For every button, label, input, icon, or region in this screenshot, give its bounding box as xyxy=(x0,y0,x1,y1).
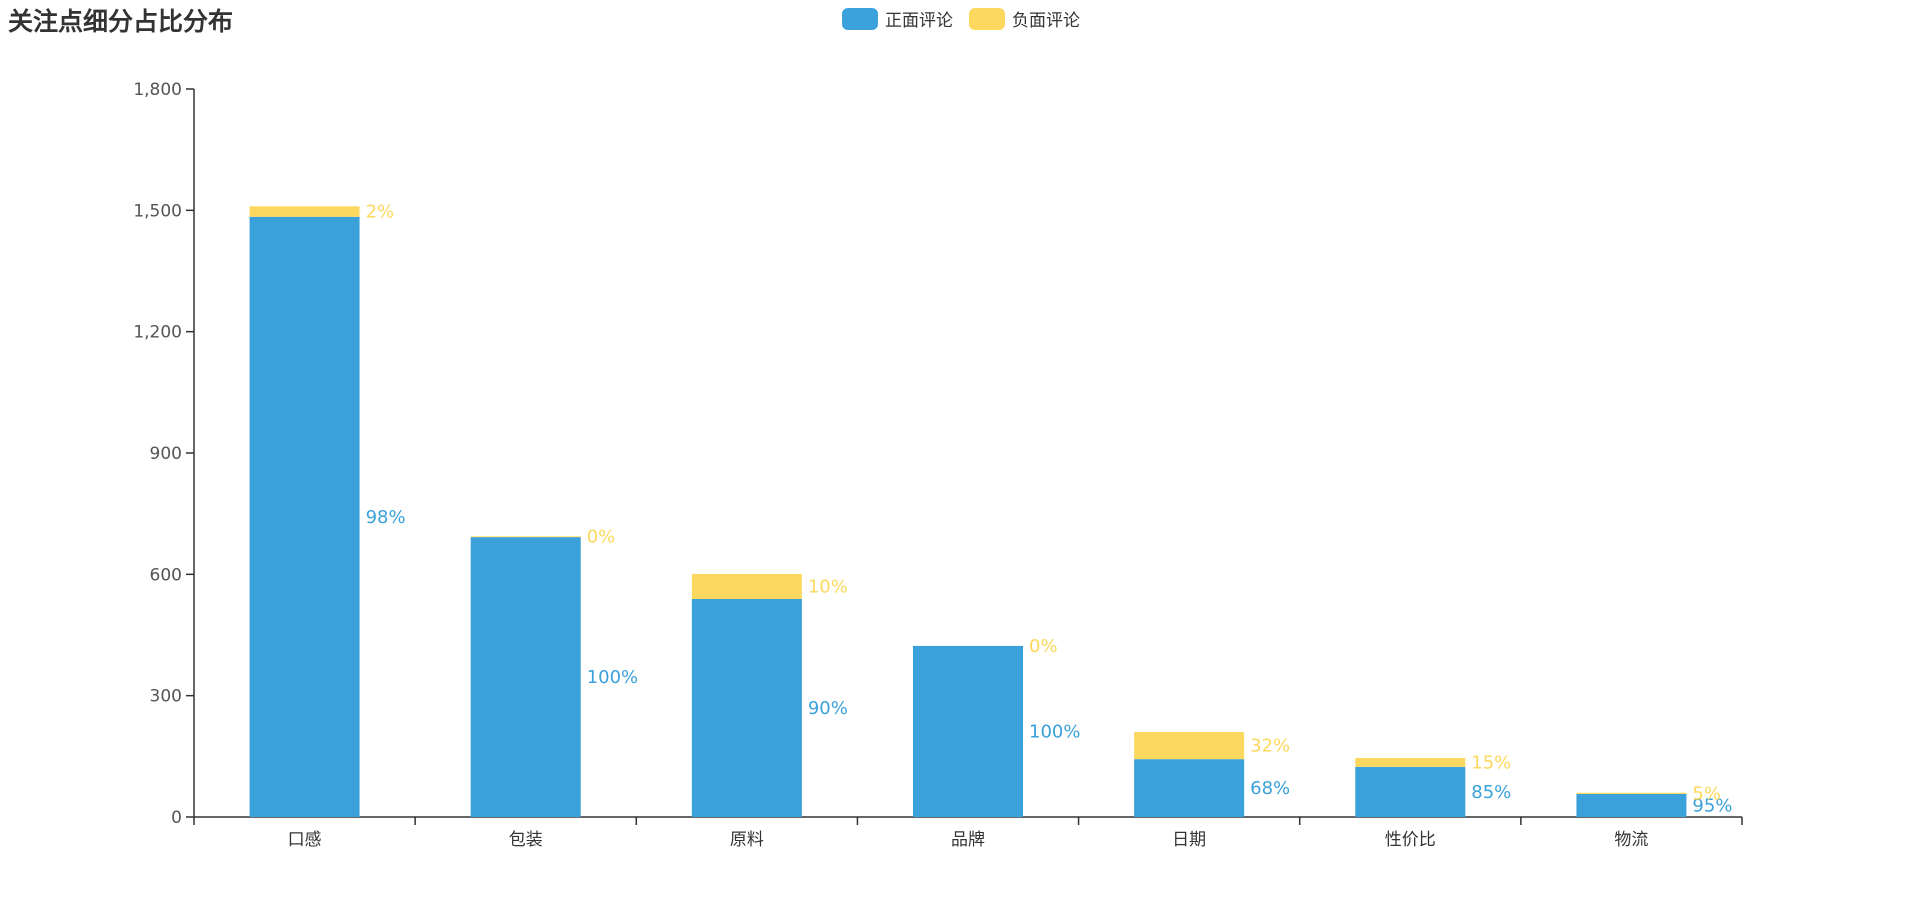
data-label-negative: 0% xyxy=(587,527,616,548)
bar-negative[interactable] xyxy=(1576,792,1687,794)
data-label-negative: 32% xyxy=(1250,736,1290,757)
x-tick-label: 物流 xyxy=(1614,830,1648,850)
chart-title: 关注点细分占比分布 xyxy=(8,7,234,36)
x-tick-label: 包装 xyxy=(509,830,543,850)
x-tick-label: 原料 xyxy=(730,830,764,850)
y-tick-label: 1,500 xyxy=(133,201,182,221)
bar-positive[interactable] xyxy=(249,216,360,817)
bar-negative[interactable] xyxy=(1355,757,1466,767)
bar-positive[interactable] xyxy=(1576,793,1687,817)
legend-item-positive[interactable]: 正面评论 xyxy=(842,6,953,31)
data-label-positive: 100% xyxy=(587,667,638,688)
data-label-negative: 2% xyxy=(366,202,395,223)
data-label-positive: 95% xyxy=(1692,795,1732,816)
x-tick-label: 性价比 xyxy=(1385,830,1436,850)
bar-negative[interactable] xyxy=(470,536,581,538)
y-tick-label: 0 xyxy=(171,808,182,828)
bar-positive[interactable] xyxy=(691,599,802,817)
y-tick-label: 300 xyxy=(150,687,182,707)
data-label-negative: 10% xyxy=(808,576,848,597)
data-label-negative: 0% xyxy=(1029,636,1058,657)
x-tick-label: 口感 xyxy=(288,830,322,850)
legend-swatch-positive xyxy=(842,7,878,30)
y-tick-label: 900 xyxy=(150,444,182,464)
data-label-positive: 68% xyxy=(1250,778,1290,799)
legend-swatch-negative xyxy=(969,7,1005,30)
x-tick-label: 日期 xyxy=(1172,830,1206,850)
y-tick-label: 1,800 xyxy=(133,80,182,100)
legend[interactable]: 正面评论 负面评论 xyxy=(842,6,1096,31)
legend-item-negative[interactable]: 负面评论 xyxy=(969,6,1080,31)
bar-positive[interactable] xyxy=(1134,759,1245,817)
data-label-positive: 100% xyxy=(1029,721,1080,742)
y-tick-label: 600 xyxy=(150,565,182,585)
data-label-positive: 98% xyxy=(366,507,406,528)
data-label-positive: 85% xyxy=(1471,782,1511,803)
data-label-negative: 5% xyxy=(1692,783,1721,804)
bar-negative[interactable] xyxy=(1134,732,1245,760)
legend-label-negative: 负面评论 xyxy=(1012,11,1080,31)
bar-positive[interactable] xyxy=(913,645,1023,817)
y-tick-label: 1,200 xyxy=(133,323,182,343)
bar-negative[interactable] xyxy=(249,206,360,217)
x-tick-label: 品牌 xyxy=(951,830,985,850)
bar-positive[interactable] xyxy=(1355,766,1466,817)
legend-label-positive: 正面评论 xyxy=(885,11,953,31)
bar-negative[interactable] xyxy=(691,573,802,600)
bar-positive[interactable] xyxy=(470,537,581,817)
data-label-positive: 90% xyxy=(808,698,848,719)
data-label-negative: 15% xyxy=(1471,752,1511,773)
